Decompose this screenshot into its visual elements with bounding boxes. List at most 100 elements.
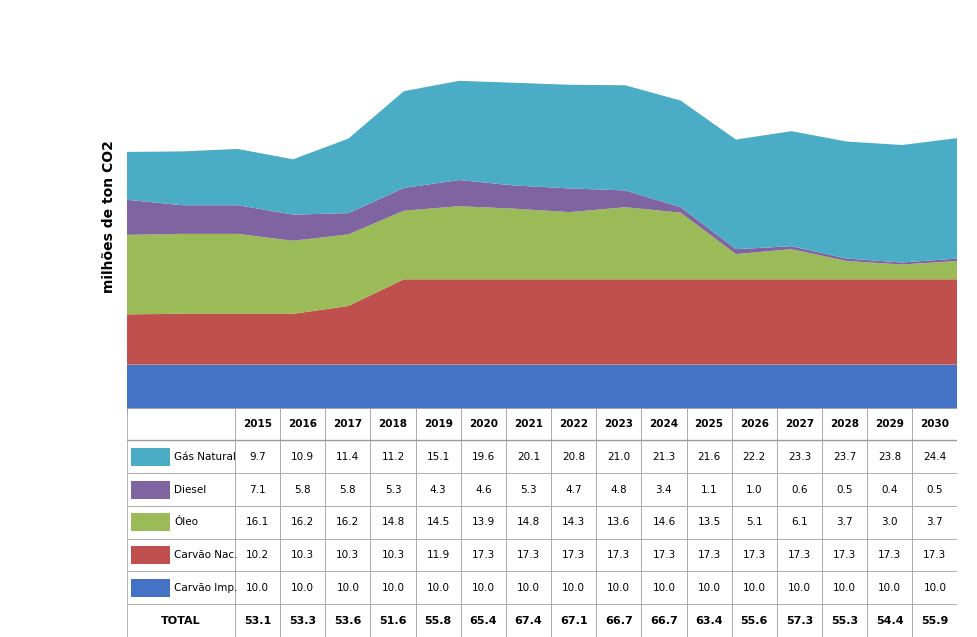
Text: 11.4: 11.4 (336, 452, 360, 462)
Bar (127, 473, 235, 506)
Text: 10.0: 10.0 (381, 583, 404, 593)
Bar (777, 440, 822, 473)
Bar (822, 539, 868, 571)
Text: 2028: 2028 (830, 419, 859, 429)
Text: 0.5: 0.5 (836, 485, 853, 494)
Bar (596, 506, 641, 539)
Text: 14.6: 14.6 (653, 517, 675, 527)
Bar (325, 539, 370, 571)
Bar (325, 506, 370, 539)
Bar (822, 571, 868, 605)
Bar (687, 539, 732, 571)
Bar (131, 480, 170, 499)
Text: 14.3: 14.3 (562, 517, 585, 527)
Bar (822, 408, 868, 440)
Bar (596, 408, 641, 440)
Bar (868, 539, 913, 571)
Text: 4.3: 4.3 (430, 485, 446, 494)
Text: 2029: 2029 (875, 419, 904, 429)
Text: 3.0: 3.0 (881, 517, 898, 527)
Text: 15.1: 15.1 (427, 452, 449, 462)
Text: 57.3: 57.3 (786, 615, 813, 626)
Bar (506, 605, 551, 637)
Bar (868, 571, 913, 605)
Text: 16.1: 16.1 (246, 517, 270, 527)
Bar (596, 605, 641, 637)
Bar (868, 408, 913, 440)
Bar (641, 605, 687, 637)
Text: 2018: 2018 (378, 419, 407, 429)
Text: 10.9: 10.9 (291, 452, 315, 462)
Bar (280, 539, 325, 571)
Text: 23.8: 23.8 (878, 452, 902, 462)
Bar (732, 440, 777, 473)
Bar (551, 506, 596, 539)
Bar (506, 473, 551, 506)
Bar (461, 408, 506, 440)
Bar (415, 506, 461, 539)
Bar (506, 506, 551, 539)
Bar (461, 506, 506, 539)
Text: 2016: 2016 (288, 419, 318, 429)
Bar (777, 506, 822, 539)
Text: 3.7: 3.7 (926, 517, 943, 527)
Bar (325, 571, 370, 605)
Bar (687, 571, 732, 605)
Bar (127, 506, 235, 539)
Text: 55.3: 55.3 (831, 615, 858, 626)
Bar (127, 408, 235, 440)
Text: 10.0: 10.0 (472, 583, 494, 593)
Text: 10.0: 10.0 (743, 583, 766, 593)
Bar (235, 506, 280, 539)
Bar (235, 571, 280, 605)
Text: 23.3: 23.3 (787, 452, 811, 462)
Bar (641, 473, 687, 506)
Text: 63.4: 63.4 (696, 615, 723, 626)
Bar (913, 539, 957, 571)
Bar (131, 579, 170, 597)
Text: 21.6: 21.6 (698, 452, 721, 462)
Bar (461, 473, 506, 506)
Bar (415, 539, 461, 571)
Text: 17.3: 17.3 (698, 550, 721, 560)
Text: 14.5: 14.5 (427, 517, 449, 527)
Bar (687, 473, 732, 506)
Bar (370, 539, 415, 571)
Text: 9.7: 9.7 (249, 452, 266, 462)
Bar (596, 440, 641, 473)
Text: 3.4: 3.4 (656, 485, 672, 494)
Bar (732, 506, 777, 539)
Text: 16.2: 16.2 (336, 517, 360, 527)
Bar (235, 473, 280, 506)
Text: 10.0: 10.0 (698, 583, 721, 593)
Text: 1.0: 1.0 (746, 485, 762, 494)
Text: 3.7: 3.7 (836, 517, 853, 527)
Bar (732, 605, 777, 637)
Text: 23.7: 23.7 (833, 452, 856, 462)
Text: 16.2: 16.2 (291, 517, 315, 527)
Text: 17.3: 17.3 (878, 550, 902, 560)
Text: 17.3: 17.3 (607, 550, 630, 560)
Text: 17.3: 17.3 (562, 550, 585, 560)
Bar (687, 605, 732, 637)
Text: 11.9: 11.9 (427, 550, 449, 560)
Text: 10.0: 10.0 (517, 583, 540, 593)
Bar (280, 605, 325, 637)
Bar (127, 539, 235, 571)
Text: 5.3: 5.3 (520, 485, 536, 494)
Text: 5.8: 5.8 (294, 485, 311, 494)
Text: 55.8: 55.8 (425, 615, 451, 626)
Bar (131, 448, 170, 466)
Bar (506, 408, 551, 440)
Bar (822, 506, 868, 539)
Bar (551, 605, 596, 637)
Bar (506, 440, 551, 473)
Bar (325, 605, 370, 637)
Text: 10.0: 10.0 (923, 583, 947, 593)
Bar (131, 513, 170, 531)
Bar (641, 506, 687, 539)
Bar (868, 440, 913, 473)
Bar (596, 539, 641, 571)
Text: 21.3: 21.3 (653, 452, 675, 462)
Bar (868, 506, 913, 539)
